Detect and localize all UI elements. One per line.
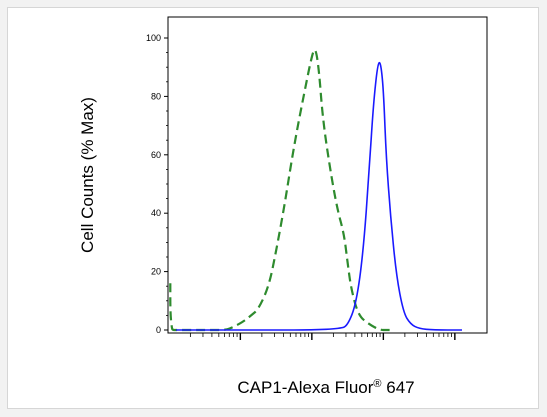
y-tick-label: 60 [151, 150, 161, 160]
x-axis-title-main: CAP1-Alexa Fluor [237, 378, 373, 397]
y-tick-label: 20 [151, 267, 161, 277]
series-layer [169, 48, 462, 332]
y-tick-label: 0 [156, 325, 161, 335]
y-tick-label: 80 [151, 91, 161, 101]
histogram-chart: 0 20 40 60 80 100 Cell Counts (% Max) CAP1-Al… [78, 16, 488, 397]
x-axis-title: CAP1-Alexa Fluor® 647 [237, 378, 414, 397]
x-axis [189, 333, 456, 340]
plot-area [167, 16, 488, 334]
y-axis: 0 20 40 60 80 100 [146, 33, 168, 335]
plot-frame [167, 16, 488, 334]
x-axis-title-sup: ® [373, 378, 381, 390]
y-tick-label: 100 [146, 33, 161, 43]
cap1-series-line [176, 61, 462, 331]
chart-frame: 0 20 40 60 80 100 Cell Counts (% Max) CAP1-Al… [7, 7, 539, 409]
y-tick-label: 40 [151, 208, 161, 218]
y-axis-title: Cell Counts (% Max) [78, 97, 97, 253]
x-axis-title-suffix: 647 [382, 378, 415, 397]
